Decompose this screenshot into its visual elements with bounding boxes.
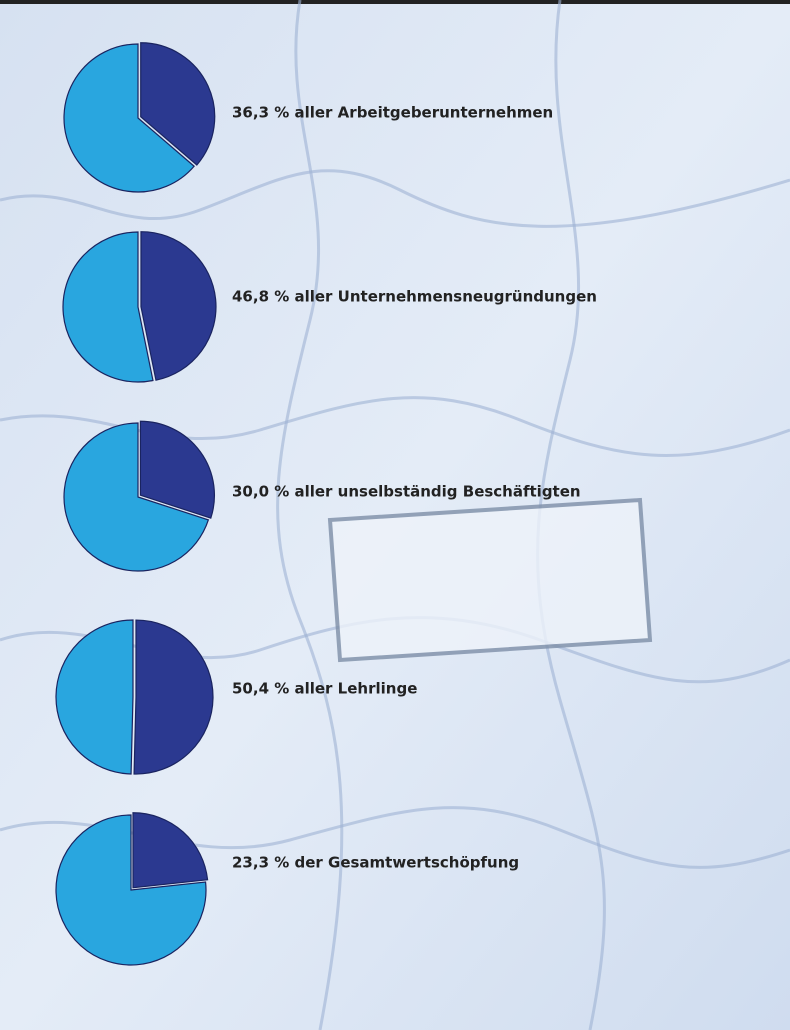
value-label: 36,3 % aller Arbeitgeberunternehmen (232, 104, 553, 122)
value-label: 30,0 % aller unselbständig Beschäftigten (232, 483, 581, 501)
top-border (0, 0, 790, 4)
infographic: 36,3 % aller Arbeitgeberunternehmen 46,8 … (0, 0, 790, 1030)
value-label: 50,4 % aller Lehrlinge (232, 680, 417, 698)
value-label: 23,3 % der Gesamtwertschöpfung (232, 854, 519, 872)
value-label: 46,8 % aller Unternehmensneugründungen (232, 288, 597, 306)
